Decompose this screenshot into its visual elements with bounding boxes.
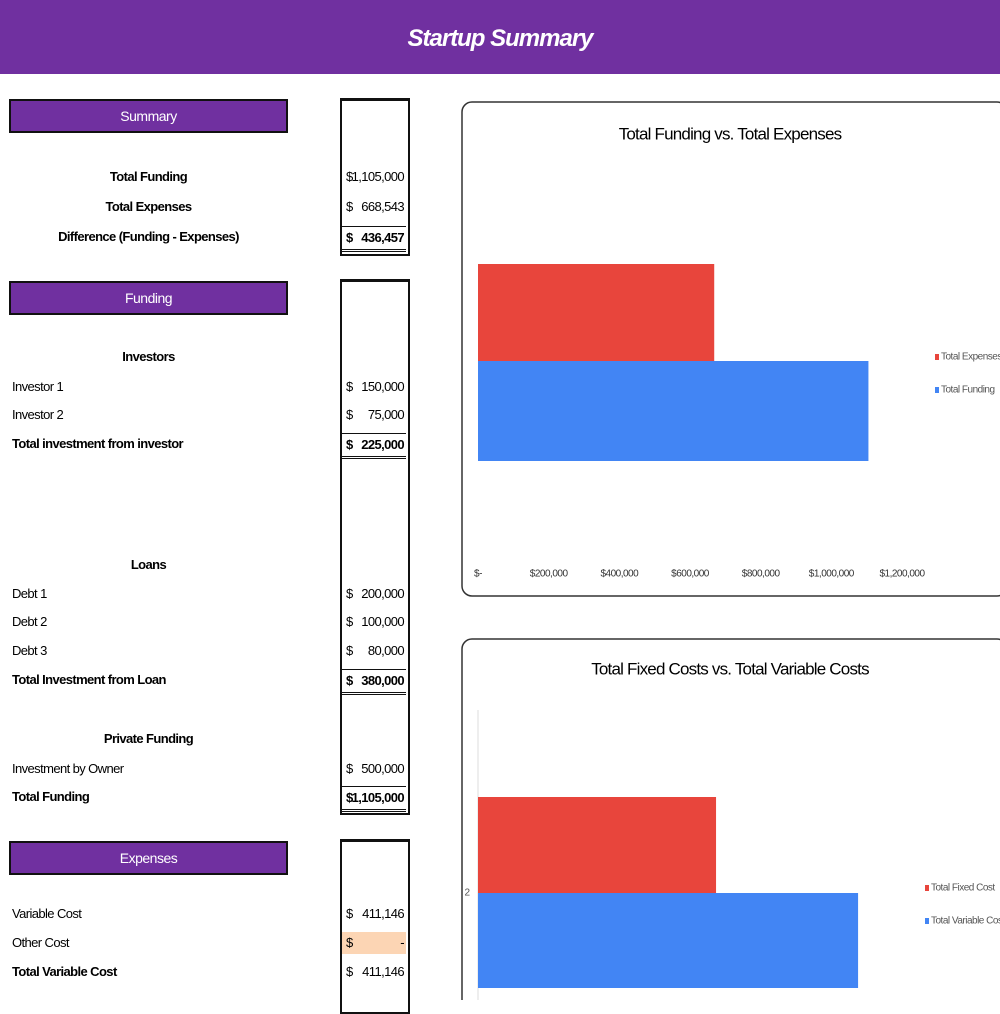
value: - [400, 935, 404, 950]
value-cell: $150,000 [342, 376, 406, 398]
legend-swatch [925, 918, 929, 924]
value-cell: $500,000 [342, 758, 406, 780]
row-label: Investment by Owner [12, 761, 124, 776]
chart-frame [461, 638, 1000, 1000]
section-header: Funding [9, 281, 288, 315]
value-cell: $668,543 [342, 196, 406, 218]
currency: $ [346, 673, 353, 688]
value-cell: $1,105,000 [342, 166, 406, 188]
value-cell: $380,000 [342, 669, 406, 695]
legend-label: Total Expenses [941, 352, 1000, 363]
row-label: Difference (Funding - Expenses) [58, 229, 239, 244]
page-title: Startup Summary [0, 0, 1000, 74]
row-label: Investor 1 [12, 379, 64, 394]
value-cell: $ - [342, 932, 406, 954]
row-label: Total Funding [12, 789, 90, 804]
value: 500,000 [361, 761, 404, 776]
row-label: Debt 3 [12, 643, 47, 658]
legend-swatch [935, 387, 939, 393]
currency: $ [346, 586, 353, 601]
row-label: Variable Cost [12, 906, 82, 921]
value-cell: $200,000 [342, 583, 406, 605]
legend-label: Total Funding [941, 385, 995, 396]
value-cell: $411,146 [342, 903, 406, 925]
row-label: Investors [122, 349, 175, 364]
row-label: Debt 1 [12, 586, 47, 601]
value: 100,000 [361, 614, 404, 629]
value: 225,000 [361, 437, 404, 452]
currency: $ [346, 790, 353, 805]
value-cell: $75,000 [342, 404, 406, 426]
currency: $ [346, 230, 353, 245]
x-tick-label: $800,000 [742, 569, 781, 580]
chart-title: Total Funding vs. Total Expenses [619, 124, 842, 143]
legend-swatch [935, 354, 939, 360]
currency: $ [346, 614, 353, 629]
value: 80,000 [367, 643, 405, 658]
currency: $ [346, 761, 353, 776]
x-tick-label: $400,000 [600, 569, 639, 580]
row-label: Private Funding [103, 731, 194, 746]
y-tick-label: 2 [464, 888, 470, 899]
chart-frame [461, 101, 1000, 597]
value-column [340, 98, 410, 256]
row-label: Investor 2 [12, 407, 64, 422]
bar [478, 797, 717, 893]
value-cell: $225,000 [342, 433, 406, 459]
chart-title: Total Fixed Costs vs. Total Variable Cos… [591, 659, 869, 678]
legend-label: Total Fixed Cost [931, 883, 995, 894]
value-cell: $411,146 [342, 961, 406, 983]
currency: $ [346, 437, 353, 452]
bar [478, 361, 869, 461]
currency: $ [346, 935, 353, 950]
value: 436,457 [361, 230, 404, 245]
x-tick-label: $- [474, 569, 482, 580]
value-column [340, 839, 410, 1014]
currency: $ [346, 643, 353, 658]
value-cell: $436,457 [342, 226, 406, 252]
row-label: Debt 2 [12, 614, 47, 629]
value: 668,543 [361, 199, 404, 214]
row-label: Total Investment from Loan [12, 672, 167, 687]
row-label: Total Funding [109, 169, 188, 184]
value: 411,146 [362, 964, 404, 979]
value: 411,146 [362, 906, 404, 921]
legend-swatch [925, 885, 929, 891]
currency: $ [346, 199, 353, 214]
row-label: Loans [130, 557, 167, 572]
currency: $ [346, 169, 353, 184]
row-label: Other Cost [12, 935, 69, 950]
value: 1,105,000 [351, 169, 405, 184]
bar [478, 893, 859, 988]
value-column [340, 279, 410, 815]
value: 380,000 [361, 673, 404, 688]
bar [478, 264, 715, 361]
row-label: Total investment from investor [12, 436, 184, 451]
row-label: Total Variable Cost [12, 964, 117, 979]
row-label: Total Expenses [105, 199, 192, 214]
currency: $ [346, 379, 353, 394]
section-header: Summary [9, 99, 288, 133]
x-tick-label: $1,200,000 [879, 569, 925, 580]
value-cell: $100,000 [342, 611, 406, 633]
value: 200,000 [361, 586, 404, 601]
value-cell: $80,000 [342, 640, 406, 662]
currency: $ [346, 906, 353, 921]
currency: $ [346, 407, 353, 422]
value: 75,000 [367, 407, 405, 422]
x-tick-label: $600,000 [671, 569, 710, 580]
currency: $ [346, 964, 353, 979]
value: 1,105,000 [351, 790, 405, 805]
x-tick-label: $1,000,000 [809, 569, 855, 580]
x-tick-label: $200,000 [530, 569, 569, 580]
legend-label: Total Variable Cost [931, 916, 1000, 927]
section-header: Expenses [9, 841, 288, 875]
value-cell: $1,105,000 [342, 786, 406, 812]
value: 150,000 [361, 379, 404, 394]
